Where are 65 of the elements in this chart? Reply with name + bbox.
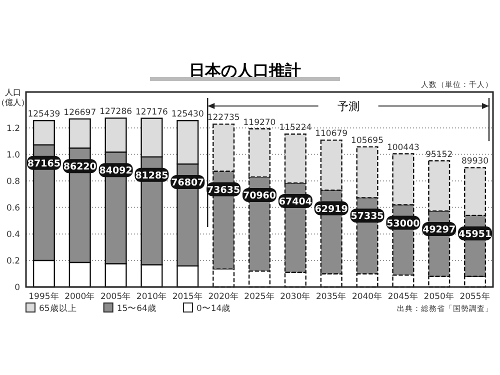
- x-tick-label: 2020年: [208, 291, 239, 302]
- annotation: 53000: [386, 218, 420, 230]
- x-tick-label: 2010年: [136, 291, 168, 302]
- label: 57335: [350, 208, 384, 223]
- annotation: 100443: [386, 142, 420, 153]
- x-tick-label: 2040年: [352, 291, 383, 302]
- y-axis-title: 人口（億人）: [0, 88, 29, 107]
- x-tick-label: 2005年: [100, 291, 132, 302]
- annotation: 73635: [207, 184, 240, 196]
- annotation: 57335: [350, 211, 384, 222]
- label: 73635: [206, 182, 241, 196]
- annotation: 125430: [171, 110, 204, 120]
- label: 49297: [422, 222, 456, 236]
- y-tick-label: 1.2: [6, 124, 20, 134]
- x-tick-label: 2045年: [388, 291, 419, 302]
- label: 70960: [242, 188, 276, 202]
- annotation: 84092: [99, 166, 132, 177]
- annotation: 110679: [315, 129, 348, 140]
- label: 84092: [98, 163, 133, 178]
- legend-item: 0〜14歳: [182, 302, 231, 314]
- x-tick-label: 2055年: [460, 291, 490, 302]
- label: 53000: [386, 216, 420, 230]
- y-tick-label: 1.0: [6, 150, 20, 160]
- y-tick-label: 0.6: [6, 203, 20, 214]
- label: 76807: [170, 175, 205, 190]
- x-tick-label: 2015年: [172, 291, 203, 302]
- annotation: 127286: [100, 107, 132, 118]
- x-tick-label: 2030年: [280, 291, 311, 302]
- label: 45951: [458, 226, 492, 240]
- annotation: 89930: [462, 156, 489, 167]
- annotation: 70960: [242, 190, 276, 202]
- annotation: 105695: [351, 136, 384, 146]
- annotation: 76807: [171, 178, 204, 189]
- annotation: 86220: [63, 162, 97, 173]
- legend-label: 15〜64歳: [116, 303, 156, 314]
- annotation: 95152: [426, 150, 453, 160]
- legend-item: 15〜64歳: [103, 302, 156, 314]
- y-tick-label: 0: [14, 283, 20, 293]
- annotation: 115224: [279, 123, 312, 134]
- annotation: 87165: [27, 158, 60, 170]
- annotation: 126697: [64, 108, 96, 118]
- label: 87165: [26, 156, 61, 170]
- x-tick-label: 2025年: [244, 291, 275, 302]
- label: 86220: [62, 159, 97, 174]
- annotation: 119270: [243, 118, 276, 128]
- legend-label: 65歳以上: [39, 303, 77, 314]
- x-tick-label: 2050年: [424, 291, 454, 302]
- label: 67404: [278, 194, 312, 208]
- annotation: 127176: [136, 107, 168, 118]
- y-tick-label: 0.2: [6, 256, 20, 266]
- annotation: 予測: [337, 100, 360, 113]
- annotation: 81285: [135, 170, 168, 182]
- x-tick-label: 1995年: [28, 291, 60, 302]
- y-tick-label: 0.8: [6, 176, 20, 187]
- label: 62919: [314, 201, 348, 216]
- legend-item: 65歳以上: [26, 302, 77, 314]
- annotation: 45951: [458, 228, 492, 240]
- y-tick-label: 0.4: [6, 230, 20, 240]
- x-tick-label: 2035年: [316, 291, 347, 302]
- series-label: 0〜14歳: [196, 303, 231, 314]
- annotation: 125439: [28, 110, 60, 120]
- annotation: 62919: [314, 204, 348, 215]
- annotation: 122735: [207, 113, 240, 124]
- x-tick-label: 2000年: [64, 291, 96, 302]
- label: 81285: [134, 168, 169, 182]
